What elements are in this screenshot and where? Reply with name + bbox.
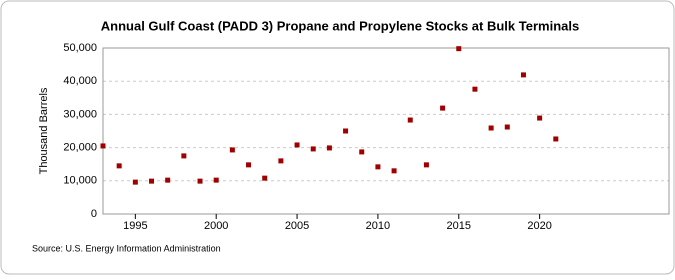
point (181, 153, 187, 159)
y-tick-label: 0 (91, 208, 97, 220)
point (132, 179, 138, 185)
point (262, 175, 268, 181)
x-tick-label: 1995 (123, 220, 147, 232)
point (359, 149, 365, 155)
x-tick-label: 2010 (366, 220, 390, 232)
y-tick-label: 50,000 (63, 42, 97, 54)
plot-border (102, 47, 670, 215)
point (520, 72, 526, 78)
point (407, 117, 413, 123)
y-tick-label: 40,000 (63, 75, 97, 87)
point (537, 115, 543, 121)
point (165, 177, 171, 183)
point (440, 105, 446, 111)
point (197, 178, 203, 184)
point (343, 128, 349, 134)
x-tick-label: 2000 (204, 220, 228, 232)
point (456, 46, 462, 52)
point (246, 162, 252, 168)
y-axis-label: Thousand Barrels (38, 87, 50, 174)
source: Source: U.S. Energy Information Administ… (32, 243, 221, 253)
y-tick-label: 20,000 (63, 142, 97, 154)
chart-title: Annual Gulf Coast (PADD 3) Propane and P… (101, 18, 579, 33)
y-tick-label: 30,000 (63, 108, 97, 120)
point (391, 168, 397, 174)
point (472, 86, 478, 92)
point (504, 124, 510, 130)
y-tick-label: 10,000 (63, 175, 97, 187)
x-tick-label: 2020 (527, 220, 551, 232)
x-tick-label: 2005 (285, 220, 309, 232)
point (278, 158, 284, 164)
point (310, 146, 316, 152)
point (213, 177, 219, 183)
point (294, 142, 300, 148)
point (488, 125, 494, 131)
point (326, 145, 332, 151)
point (116, 163, 122, 169)
point (375, 164, 381, 170)
point (149, 178, 155, 184)
x-tick-label: 2015 (447, 220, 471, 232)
point (100, 143, 106, 149)
point (553, 136, 559, 142)
point (423, 162, 429, 168)
point (229, 147, 235, 153)
